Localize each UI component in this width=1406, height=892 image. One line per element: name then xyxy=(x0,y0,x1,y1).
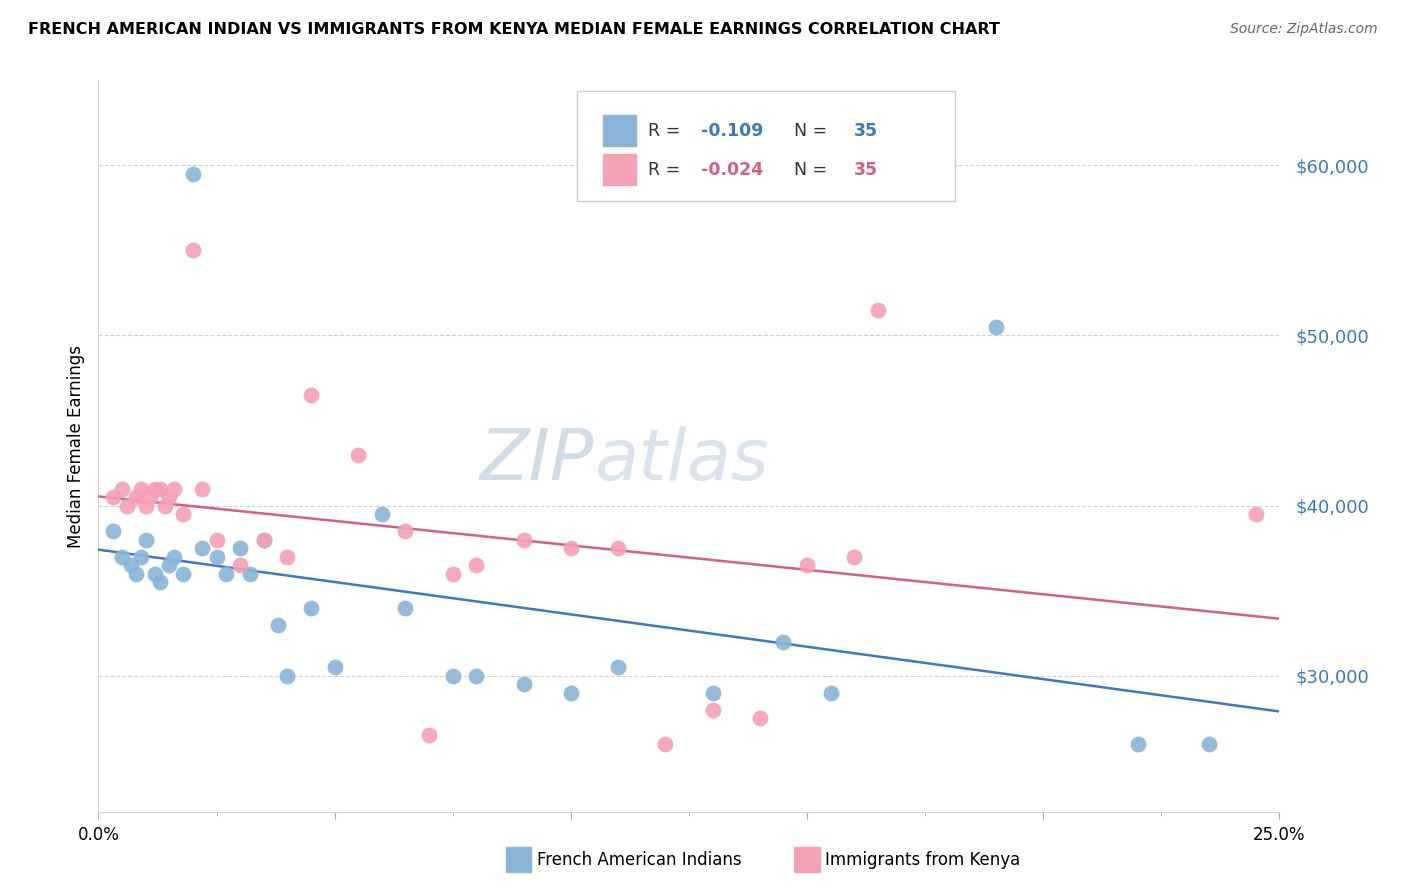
Point xyxy=(394,600,416,615)
Point xyxy=(347,448,370,462)
Point xyxy=(135,533,157,547)
Point xyxy=(984,320,1007,334)
Point xyxy=(323,660,346,674)
Point xyxy=(607,660,630,674)
Text: 35: 35 xyxy=(855,121,879,140)
Point xyxy=(111,549,134,564)
Point xyxy=(253,533,276,547)
Point xyxy=(276,668,298,682)
Point xyxy=(394,524,416,538)
Point xyxy=(111,482,134,496)
Point xyxy=(1244,507,1267,521)
Point xyxy=(267,617,290,632)
Point xyxy=(135,499,157,513)
Text: French American Indians: French American Indians xyxy=(537,851,742,869)
Point xyxy=(191,541,214,555)
Point xyxy=(465,668,488,682)
Point xyxy=(125,490,148,504)
Text: -0.109: -0.109 xyxy=(700,121,763,140)
Point xyxy=(654,737,676,751)
Point xyxy=(125,566,148,581)
Point xyxy=(205,533,228,547)
Text: R =: R = xyxy=(648,161,685,178)
Point xyxy=(702,703,724,717)
Point xyxy=(441,668,464,682)
Point xyxy=(172,507,194,521)
Point xyxy=(253,533,276,547)
Point xyxy=(465,558,488,572)
Point xyxy=(157,558,180,572)
Point xyxy=(143,482,166,496)
Point xyxy=(121,558,143,572)
FancyBboxPatch shape xyxy=(603,115,636,146)
Point xyxy=(163,549,186,564)
Point xyxy=(772,634,794,648)
Point xyxy=(129,549,152,564)
Text: FRENCH AMERICAN INDIAN VS IMMIGRANTS FROM KENYA MEDIAN FEMALE EARNINGS CORRELATI: FRENCH AMERICAN INDIAN VS IMMIGRANTS FRO… xyxy=(28,22,1000,37)
Text: N =: N = xyxy=(783,121,834,140)
Point xyxy=(191,482,214,496)
Point xyxy=(215,566,238,581)
Point xyxy=(371,507,394,521)
Text: 35: 35 xyxy=(855,161,879,178)
Y-axis label: Median Female Earnings: Median Female Earnings xyxy=(66,344,84,548)
Point xyxy=(607,541,630,555)
Point xyxy=(163,482,186,496)
Point xyxy=(866,302,889,317)
Text: atlas: atlas xyxy=(595,426,769,495)
Point xyxy=(229,558,252,572)
Point xyxy=(181,167,204,181)
Point xyxy=(229,541,252,555)
Point xyxy=(149,482,172,496)
Point xyxy=(205,549,228,564)
Text: -0.024: -0.024 xyxy=(700,161,763,178)
Point xyxy=(560,686,582,700)
Point xyxy=(1198,737,1220,751)
Point xyxy=(820,686,842,700)
Text: ZIP: ZIP xyxy=(479,426,595,495)
Point xyxy=(441,566,464,581)
Point xyxy=(418,728,440,742)
Point xyxy=(139,490,162,504)
Point xyxy=(153,499,176,513)
Text: Immigrants from Kenya: Immigrants from Kenya xyxy=(825,851,1021,869)
Point xyxy=(1126,737,1149,751)
Text: N =: N = xyxy=(783,161,834,178)
Point xyxy=(239,566,262,581)
Point xyxy=(796,558,818,572)
Point xyxy=(101,524,124,538)
FancyBboxPatch shape xyxy=(576,91,955,201)
Point xyxy=(276,549,298,564)
Point xyxy=(560,541,582,555)
Point xyxy=(299,600,322,615)
Point xyxy=(149,575,172,590)
Point xyxy=(748,711,770,725)
Point xyxy=(702,686,724,700)
Text: Source: ZipAtlas.com: Source: ZipAtlas.com xyxy=(1230,22,1378,37)
FancyBboxPatch shape xyxy=(603,154,636,185)
Point xyxy=(157,490,180,504)
Point xyxy=(172,566,194,581)
Point xyxy=(512,677,534,691)
Point xyxy=(844,549,866,564)
Point xyxy=(143,566,166,581)
Point xyxy=(101,490,124,504)
Point xyxy=(299,388,322,402)
Text: R =: R = xyxy=(648,121,685,140)
Point xyxy=(512,533,534,547)
Point xyxy=(115,499,138,513)
Point xyxy=(129,482,152,496)
Point xyxy=(181,244,204,258)
